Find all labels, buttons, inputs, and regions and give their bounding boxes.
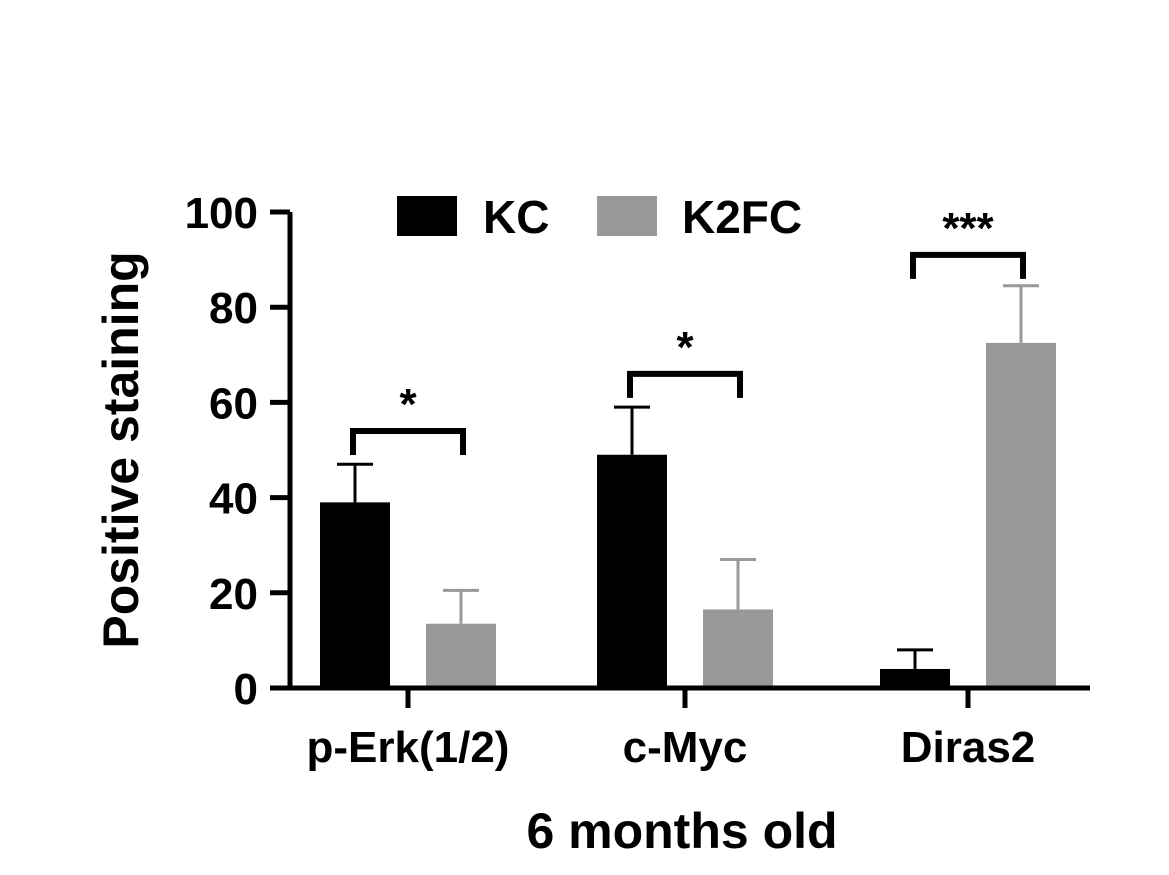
bar-kc-2	[880, 668, 950, 688]
legend-label-k2fc: K2FC	[682, 191, 802, 243]
y-ticks-layer: 0 20 40 60 80 100	[185, 189, 290, 714]
bar-kc-0	[320, 502, 390, 688]
axes-layer	[287, 212, 1090, 691]
significance-layer: *****	[350, 204, 1026, 455]
x-axis-title: 6 months old	[526, 803, 837, 859]
significance-label: ***	[942, 204, 994, 253]
bar-k2fc-0	[426, 623, 496, 688]
significance-bracket	[350, 427, 466, 455]
x-ticks-layer: p-Erk(1/2) c-Myc Diras2	[307, 688, 1036, 772]
bar-k2fc-1	[703, 609, 773, 688]
significance-label: *	[399, 380, 417, 429]
y-tick-label: 20	[209, 570, 258, 619]
legend-swatch-kc	[397, 196, 457, 236]
error-bars-layer	[337, 284, 1039, 669]
y-tick-label: 0	[234, 665, 258, 714]
bar-kc-1	[597, 454, 667, 688]
significance-bracket	[910, 251, 1026, 279]
significance-label: *	[676, 323, 694, 372]
x-tick-label: Diras2	[901, 723, 1036, 772]
bar-k2fc-2	[986, 342, 1056, 688]
significance-bracket	[627, 370, 743, 398]
legend-label-kc: KC	[483, 191, 549, 243]
bars-layer	[320, 342, 1056, 688]
x-tick-label: c-Myc	[623, 723, 748, 772]
y-tick-label: 60	[209, 379, 258, 428]
y-tick-label: 100	[185, 189, 258, 238]
y-tick-label: 80	[209, 284, 258, 333]
y-axis-title: Positive staining	[93, 251, 149, 648]
y-tick-label: 40	[209, 475, 258, 524]
legend-swatch-k2fc	[597, 196, 657, 236]
x-tick-label: p-Erk(1/2)	[307, 723, 510, 772]
legend: KC K2FC	[397, 191, 802, 243]
